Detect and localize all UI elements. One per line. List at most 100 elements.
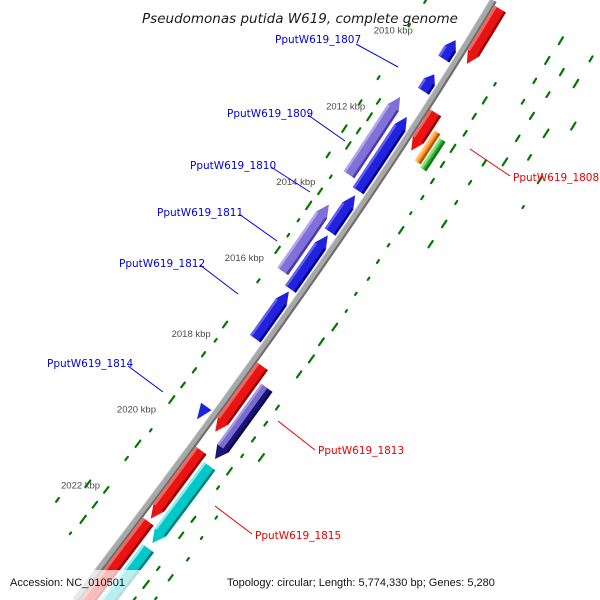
gene-label-PputW619_1815[interactable]: PputW619_1815: [255, 530, 341, 542]
dash-mark: [274, 404, 280, 411]
dash-mark: [423, 0, 428, 4]
dash-mark: [341, 124, 348, 133]
dash-mark: [199, 535, 204, 541]
gene-arrow[interactable]: [150, 446, 207, 519]
dash-mark: [376, 75, 381, 81]
gene-arrow[interactable]: [438, 40, 456, 63]
gene-arrow-shadow: [424, 140, 446, 172]
gene-arrow-shape: [324, 195, 356, 236]
gene-arrow-PputW619_1811[interactable]: [277, 204, 329, 276]
dash-mark: [420, 194, 425, 201]
gene-label-PputW619_1808[interactable]: PputW619_1808: [513, 172, 599, 184]
dash-mark: [200, 351, 207, 358]
gene-arrow-shadow: [476, 11, 506, 57]
gene-arrow-shadow: [418, 132, 441, 165]
gene-label-leader: [238, 213, 278, 242]
dash-mark: [427, 239, 434, 249]
gene-label-PputW619_1810[interactable]: PputW619_1810: [190, 160, 276, 172]
tick-label: 2018 kbp: [172, 329, 211, 340]
dash-mark: [572, 78, 580, 89]
dash-mark: [526, 154, 533, 161]
dash-mark: [366, 276, 371, 281]
genome-axis-line: [77, 1, 497, 600]
dash-mark: [440, 219, 448, 229]
tick-label: 2022 kbp: [61, 481, 100, 492]
dash-mark: [296, 218, 301, 223]
dash-mark: [520, 98, 526, 105]
dash-mark: [558, 67, 565, 77]
footer-accession: Accession: NC_010501: [10, 577, 125, 589]
dash-mark: [328, 174, 333, 180]
gene-arrow-shape: [466, 5, 506, 64]
gene-arrow-shape: [196, 402, 212, 420]
dash-mark: [54, 496, 61, 503]
dash-mark: [256, 278, 261, 284]
gene-arrow-shadow: [447, 50, 456, 63]
dash-mark: [274, 245, 281, 255]
dash-mark: [409, 211, 413, 216]
gene-label-leader: [469, 148, 511, 177]
gene-arrow-highlight: [412, 109, 433, 138]
gene-arrow-shape: [215, 362, 268, 432]
gene-arrow-PputW619_1810[interactable]: [352, 116, 407, 195]
gene-arrow-PputW619_1815[interactable]: [152, 462, 216, 543]
dash-mark: [317, 187, 324, 196]
dash-mark: [345, 141, 352, 150]
gene-arrow-highlight: [420, 138, 442, 169]
gene-label-PputW619_1812[interactable]: PputW619_1812: [119, 258, 205, 270]
gene-arrow-PputW619_1807[interactable]: [418, 74, 435, 95]
gene-arrow-highlight: [438, 45, 447, 57]
dash-mark: [481, 159, 488, 167]
gene-arrow[interactable]: [466, 5, 506, 64]
gene-label-PputW619_1809[interactable]: PputW619_1809: [227, 108, 313, 120]
dash-mark: [250, 436, 257, 443]
gene-arrow[interactable]: [420, 138, 446, 172]
gene-arrow-highlight: [154, 462, 207, 530]
gene-arrow-PputW619_1813[interactable]: [215, 383, 273, 459]
dash-mark: [462, 129, 468, 137]
gene-arrow-shape: [250, 291, 289, 343]
gene-arrow-shape: [411, 109, 442, 151]
dash-mark: [84, 479, 92, 489]
dash-mark: [557, 36, 565, 46]
gene-arrows-layer: [80, 5, 506, 600]
gene-arrow-PputW619_1814[interactable]: [196, 402, 212, 420]
dash-mark: [570, 121, 577, 131]
dash-mark: [407, 23, 412, 28]
gene-arrow-PputW619_1808[interactable]: [411, 109, 442, 151]
dash-mark: [344, 309, 348, 314]
gene-arrow[interactable]: [215, 362, 268, 432]
gene-arrow-PputW619_1812[interactable]: [250, 291, 289, 343]
dash-mark: [430, 177, 435, 185]
gene-label-PputW619_1811[interactable]: PputW619_1811: [157, 207, 243, 219]
gene-labels-layer: PputW619_1807 PputW619_1809 PputW619_1810 P…: [47, 34, 599, 542]
gene-arrow-highlight: [324, 202, 345, 230]
dash-mark: [216, 485, 221, 490]
dash-mark: [142, 579, 150, 590]
dash-mark: [536, 175, 544, 185]
gene-arrow[interactable]: [414, 130, 441, 165]
gene-arrow[interactable]: [324, 195, 356, 236]
dash-mark: [449, 143, 457, 153]
gene-arrow[interactable]: [285, 235, 328, 293]
dash-mark: [286, 232, 291, 238]
gene-arrow-shadow: [286, 217, 327, 276]
gene-label-PputW619_1813[interactable]: PputW619_1813: [318, 445, 404, 457]
gene-label-leader: [355, 43, 399, 68]
tick-label: 2010 kbp: [374, 26, 413, 37]
gene-arrow-shadow: [333, 208, 354, 236]
gene-label-PputW619_1807[interactable]: PputW619_1807: [275, 34, 361, 46]
dash-mark: [132, 596, 137, 600]
gene-label-leader: [307, 114, 346, 142]
gene-arrow-highlight: [418, 78, 427, 89]
tick-label: 2020 kbp: [117, 405, 156, 416]
dash-mark: [467, 179, 473, 186]
dash-mark: [134, 439, 142, 448]
dash-mark: [501, 157, 509, 167]
dash-mark: [439, 160, 446, 169]
gene-arrow-PputW619_1809[interactable]: [343, 97, 401, 179]
dash-mark: [178, 531, 185, 540]
dash-mark: [532, 77, 538, 85]
gene-label-PputW619_1814[interactable]: PputW619_1814: [47, 358, 133, 370]
